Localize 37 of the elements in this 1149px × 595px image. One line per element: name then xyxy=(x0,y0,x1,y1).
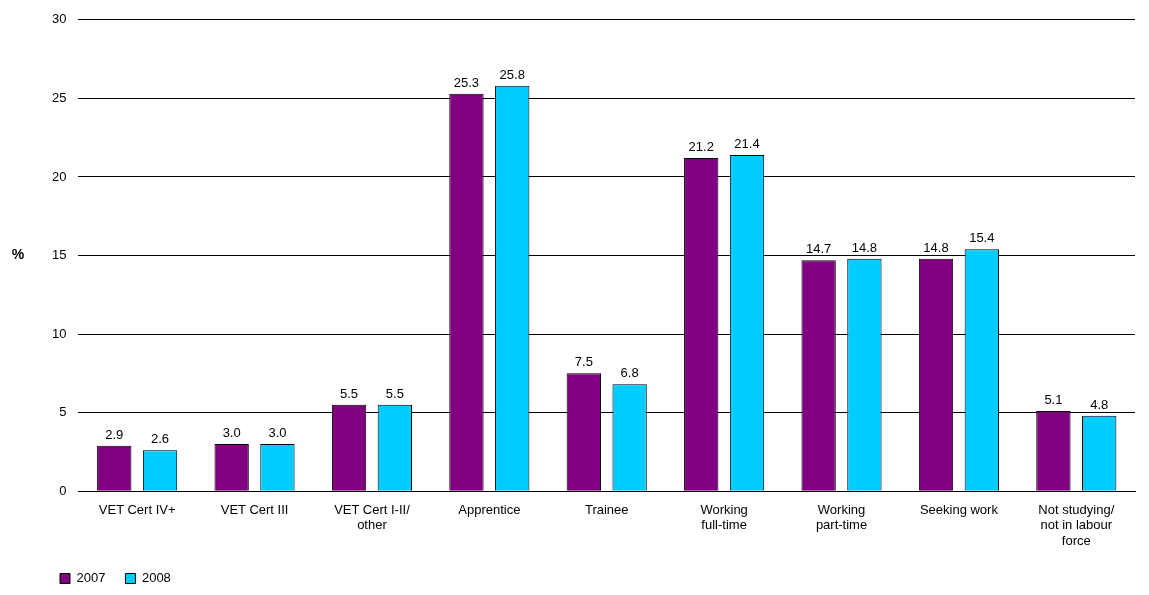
x-tick-label: Working full-time xyxy=(700,501,748,533)
x-tick-label: Seeking work xyxy=(919,501,999,517)
data-label: 7.5 xyxy=(574,354,593,370)
y-tick-label: 5 xyxy=(59,404,67,420)
y-tick-label: 0 xyxy=(59,482,67,498)
y-axis-title: % xyxy=(11,246,25,263)
x-tick-label: VET Cert III xyxy=(220,501,289,517)
y-tick-label: 15 xyxy=(51,247,67,263)
data-label: 21.4 xyxy=(734,136,760,152)
data-label: 25.8 xyxy=(499,66,525,82)
legend-label: 2008 xyxy=(141,570,171,586)
data-label: 25.3 xyxy=(453,74,480,90)
data-label: 21.2 xyxy=(688,139,714,155)
y-tick-label: 25 xyxy=(51,89,67,105)
data-label: 2.6 xyxy=(151,431,170,447)
data-label: 5.5 xyxy=(340,385,359,401)
data-label: 6.8 xyxy=(620,365,639,381)
data-label: 14.8 xyxy=(923,239,949,255)
x-tick-label: Trainee xyxy=(584,501,629,517)
data-label: 4.8 xyxy=(1090,396,1109,412)
y-tick-label: 20 xyxy=(51,168,67,184)
data-label: 5.5 xyxy=(385,385,404,401)
y-tick-label: 10 xyxy=(51,325,67,341)
x-tick-label: Working part-time xyxy=(815,501,868,533)
data-label: 2.9 xyxy=(105,426,124,442)
data-label: 5.1 xyxy=(1044,392,1063,408)
legend-label: 2007 xyxy=(76,570,106,586)
y-tick-label: 30 xyxy=(51,11,67,27)
x-tick-label: Not studying/ not in labour force xyxy=(1038,501,1115,548)
data-label: 15.4 xyxy=(969,230,995,246)
data-label: 3.0 xyxy=(222,425,241,441)
data-label: 3.0 xyxy=(268,425,287,441)
x-tick-label: Apprentice xyxy=(458,501,521,517)
data-label: 14.7 xyxy=(805,241,832,257)
x-tick-label: VET Cert IV+ xyxy=(98,501,176,517)
data-label: 14.8 xyxy=(851,239,878,255)
x-tick-label: VET Cert I-II/ other xyxy=(334,501,411,533)
